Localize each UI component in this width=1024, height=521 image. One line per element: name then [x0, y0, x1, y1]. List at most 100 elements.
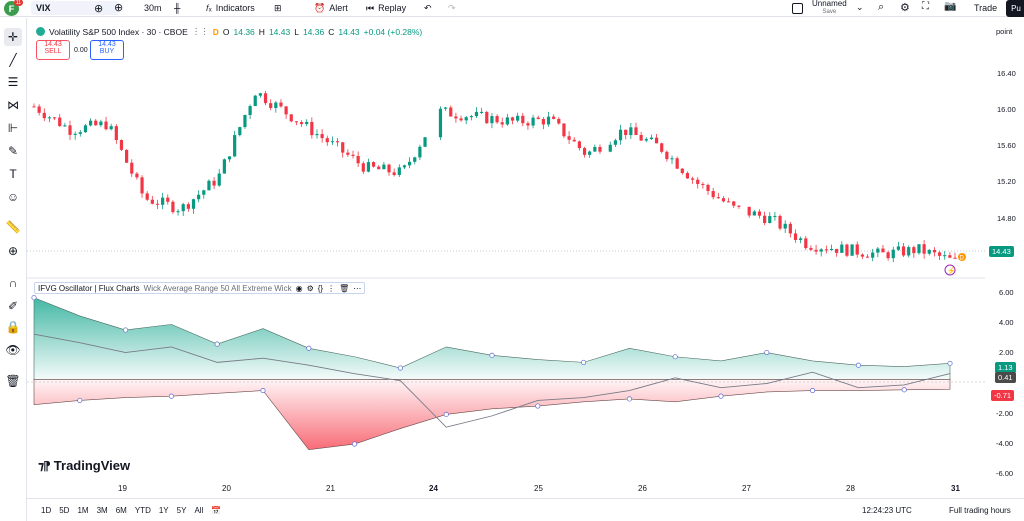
- candle-body: [860, 254, 864, 257]
- candle-body: [747, 206, 751, 216]
- chevron-down-icon[interactable]: ⌄: [856, 2, 864, 12]
- replay-button[interactable]: ⏮ Replay: [366, 2, 407, 14]
- redo-icon[interactable]: ↷: [448, 2, 456, 13]
- camera-icon[interactable]: 📷: [944, 1, 957, 12]
- templates-icon[interactable]: ⊞: [274, 2, 282, 13]
- candle-body: [238, 127, 242, 136]
- candle-body: [778, 215, 782, 229]
- crosshair-icon[interactable]: ✛: [4, 28, 22, 46]
- dividend-marker[interactable]: [958, 253, 966, 261]
- market-status-icon: [36, 27, 45, 36]
- settings-gear-icon[interactable]: ⚙: [900, 2, 910, 14]
- magnet-icon[interactable]: ∩: [8, 276, 18, 290]
- candle-body: [907, 247, 911, 256]
- compare-add-icon[interactable]: ⊕: [94, 3, 104, 15]
- trade-button[interactable]: Trade: [974, 3, 998, 13]
- fullscreen-icon[interactable]: ⛶: [922, 1, 929, 12]
- candle-body: [752, 211, 756, 216]
- osc-tick: -6.00: [996, 469, 1014, 478]
- range-ytd[interactable]: YTD: [134, 505, 151, 515]
- candle-body: [166, 197, 170, 202]
- candle-body: [346, 152, 350, 155]
- emoji-icon[interactable]: ☺: [6, 190, 20, 204]
- indicator-params: Wick Average Range 50 All Extreme Wick: [143, 283, 292, 293]
- candle-body: [737, 205, 741, 207]
- candle-body: [639, 134, 643, 141]
- bear-marker: [77, 397, 83, 403]
- sell-button[interactable]: 14.43 SELL: [36, 40, 70, 60]
- price-tick: 14.80: [997, 214, 1016, 223]
- text-icon[interactable]: T: [9, 167, 17, 181]
- buy-button[interactable]: 14.43 BUY: [90, 40, 124, 60]
- price-tick: 16.40: [997, 69, 1016, 78]
- candle-body: [721, 198, 726, 202]
- alert-button[interactable]: ⏰ Alert: [314, 2, 348, 14]
- eye-icon[interactable]: 👁: [5, 343, 21, 357]
- trash-icon[interactable]: 🗑: [5, 374, 21, 388]
- quick-search-icon[interactable]: ⌕: [878, 1, 885, 13]
- candle-body: [294, 121, 299, 123]
- lock-icon[interactable]: 🔒: [5, 320, 21, 334]
- pattern-icon[interactable]: ⋈: [7, 98, 19, 112]
- range-1m[interactable]: 1M: [77, 505, 89, 515]
- lock-drawing-icon[interactable]: ✐: [7, 299, 19, 313]
- candle-body: [536, 117, 540, 119]
- range-1d[interactable]: 1D: [41, 505, 52, 515]
- bear-marker: [901, 387, 907, 393]
- candle-body: [598, 146, 602, 152]
- session-button[interactable]: Full trading hours: [949, 505, 1011, 515]
- main-series-legend[interactable]: Volatility S&P 500 Index · 30 · CBOE ⋮⋮ …: [36, 26, 422, 37]
- more-horizontal-icon[interactable]: ⋯: [353, 283, 362, 293]
- clock[interactable]: 12:24:23 UTC: [862, 505, 912, 515]
- indicators-button[interactable]: 𝑓ₓ Indicators: [206, 2, 255, 14]
- tradingview-mark-icon: ⁊⁋: [38, 458, 51, 473]
- candle-body: [510, 117, 515, 121]
- candle-body: [654, 137, 659, 144]
- candle-body: [480, 111, 484, 113]
- price-axis[interactable]: point 16.40 16.00 15.60 15.20 14.80 14.4…: [985, 18, 1024, 498]
- compare-icon[interactable]: ⊕: [114, 2, 124, 14]
- chart-type-icon[interactable]: ╫: [174, 3, 181, 13]
- source-code-icon[interactable]: {}: [317, 283, 324, 293]
- candle-body: [197, 194, 201, 200]
- range-6m[interactable]: 6M: [115, 505, 127, 515]
- indicator-legend[interactable]: IFVG Oscillator | Flux Charts Wick Avera…: [34, 282, 366, 294]
- more-icon[interactable]: ⋮: [327, 283, 336, 293]
- chart-canvas[interactable]: ⚡ D: [27, 18, 985, 498]
- calendar-icon[interactable]: 📅: [211, 505, 222, 515]
- eye-icon[interactable]: ◉: [295, 283, 303, 293]
- candle-body: [464, 117, 468, 121]
- range-5y[interactable]: 5Y: [176, 505, 187, 515]
- range-5d[interactable]: 5D: [59, 505, 70, 515]
- range-all[interactable]: All: [194, 505, 204, 515]
- trend-line-icon[interactable]: ╱: [9, 53, 17, 67]
- brush-icon[interactable]: ✎: [7, 144, 19, 158]
- undo-icon[interactable]: ↶: [424, 2, 432, 13]
- lightning-glyph: ⚡: [947, 266, 956, 275]
- candle-body: [541, 118, 545, 125]
- lightning-icon[interactable]: [944, 264, 956, 276]
- symbol-search[interactable]: VIX: [31, 1, 119, 15]
- layout-name[interactable]: Unnamed Save: [812, 0, 847, 15]
- candle-body: [248, 106, 252, 116]
- time-axis[interactable]: 19 20 21 24 25 26 27 28 31: [27, 478, 985, 498]
- range-3m[interactable]: 3M: [96, 505, 108, 515]
- settings-gear-icon[interactable]: ⚙: [306, 283, 314, 293]
- candle-body: [521, 115, 525, 124]
- fib-retracement-icon[interactable]: ☰: [7, 75, 19, 89]
- tradingview-logo[interactable]: ⁊⁋ TradingView: [38, 458, 131, 473]
- candle-body: [32, 106, 36, 108]
- layout-checkbox-icon[interactable]: [792, 3, 803, 14]
- publish-button[interactable]: Pu: [1006, 0, 1024, 17]
- range-1y[interactable]: 1Y: [158, 505, 169, 515]
- candle-body: [732, 201, 736, 206]
- candle-body: [397, 167, 401, 175]
- candle-body: [531, 117, 535, 126]
- zoom-in-icon[interactable]: ⊕: [7, 244, 19, 258]
- trash-icon[interactable]: 🗑: [339, 283, 350, 293]
- options-dots-icon[interactable]: ⋮⋮: [191, 26, 209, 36]
- interval-button[interactable]: 30m: [144, 3, 162, 13]
- prediction-icon[interactable]: ⊩: [7, 121, 19, 135]
- ruler-icon[interactable]: 📏: [5, 220, 21, 234]
- candle-body: [588, 151, 592, 155]
